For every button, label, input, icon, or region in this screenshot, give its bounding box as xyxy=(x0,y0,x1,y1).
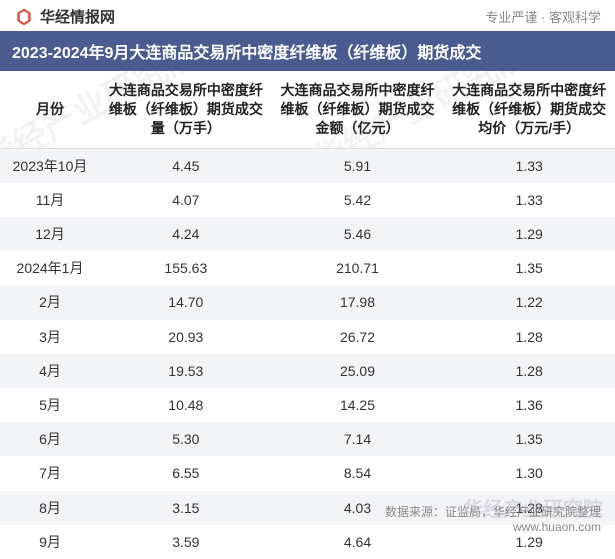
table-cell: 17.98 xyxy=(272,285,444,319)
table-cell: 5月 xyxy=(0,388,100,422)
table-cell: 1.36 xyxy=(443,388,615,422)
table-cell: 155.63 xyxy=(100,251,272,285)
table-cell: 8.54 xyxy=(272,456,444,490)
table-cell: 10.48 xyxy=(100,388,272,422)
table-cell: 3月 xyxy=(0,320,100,354)
site-url: www.huaon.com xyxy=(513,520,601,534)
table-cell: 1.28 xyxy=(443,354,615,388)
table-cell: 25.09 xyxy=(272,354,444,388)
table-cell: 19.53 xyxy=(100,354,272,388)
table-cell: 1.22 xyxy=(443,285,615,319)
table-row: 12月4.245.461.29 xyxy=(0,217,615,251)
table-cell: 5.30 xyxy=(100,422,272,456)
table-row: 2023年10月4.455.911.33 xyxy=(0,148,615,183)
column-header-month: 月份 xyxy=(0,71,100,148)
table-row: 7月6.558.541.30 xyxy=(0,456,615,490)
table-row: 11月4.075.421.33 xyxy=(0,183,615,217)
table-cell: 12月 xyxy=(0,217,100,251)
table-cell: 2024年1月 xyxy=(0,251,100,285)
data-table-container: 月份 大连商品交易所中密度纤维板（纤维板）期货成交量（万手） 大连商品交易所中密… xyxy=(0,71,615,559)
table-cell: 14.70 xyxy=(100,285,272,319)
header-left: 华经情报网 xyxy=(14,6,115,27)
table-cell: 4.07 xyxy=(100,183,272,217)
table-cell: 26.72 xyxy=(272,320,444,354)
table-cell: 4月 xyxy=(0,354,100,388)
header: 华经情报网 专业严谨 · 客观科学 xyxy=(0,0,615,31)
table-row: 5月10.4814.251.36 xyxy=(0,388,615,422)
table-cell: 1.29 xyxy=(443,217,615,251)
table-cell: 4.45 xyxy=(100,148,272,183)
table-cell: 9月 xyxy=(0,525,100,559)
footer-source: 数据来源：证监局，华经产业研究院整理 www.huaon.com xyxy=(385,503,601,534)
table-cell: 6.55 xyxy=(100,456,272,490)
table-cell: 14.25 xyxy=(272,388,444,422)
table-row: 2024年1月155.63210.711.35 xyxy=(0,251,615,285)
table-cell: 7月 xyxy=(0,456,100,490)
table-cell: 210.71 xyxy=(272,251,444,285)
table-cell: 6月 xyxy=(0,422,100,456)
table-cell: 5.42 xyxy=(272,183,444,217)
table-cell: 3.15 xyxy=(100,491,272,525)
table-cell: 1.35 xyxy=(443,422,615,456)
table-header-row: 月份 大连商品交易所中密度纤维板（纤维板）期货成交量（万手） 大连商品交易所中密… xyxy=(0,71,615,148)
data-table: 月份 大连商品交易所中密度纤维板（纤维板）期货成交量（万手） 大连商品交易所中密… xyxy=(0,71,615,559)
tagline: 专业严谨 · 客观科学 xyxy=(485,7,601,26)
table-cell: 3.59 xyxy=(100,525,272,559)
table-cell: 11月 xyxy=(0,183,100,217)
table-cell: 4.24 xyxy=(100,217,272,251)
table-cell: 8月 xyxy=(0,491,100,525)
logo-icon xyxy=(14,7,34,27)
table-cell: 2月 xyxy=(0,285,100,319)
table-cell: 1.33 xyxy=(443,148,615,183)
table-cell: 1.35 xyxy=(443,251,615,285)
source-text: 数据来源：证监局，华经产业研究院整理 xyxy=(385,505,601,519)
table-row: 4月19.5325.091.28 xyxy=(0,354,615,388)
table-cell: 5.46 xyxy=(272,217,444,251)
table-cell: 20.93 xyxy=(100,320,272,354)
table-row: 2月14.7017.981.22 xyxy=(0,285,615,319)
column-header-volume: 大连商品交易所中密度纤维板（纤维板）期货成交量（万手） xyxy=(100,71,272,148)
table-cell: 7.14 xyxy=(272,422,444,456)
table-cell: 5.91 xyxy=(272,148,444,183)
table-cell: 1.28 xyxy=(443,320,615,354)
column-header-amount: 大连商品交易所中密度纤维板（纤维板）期货成交金额（亿元） xyxy=(272,71,444,148)
site-name: 华经情报网 xyxy=(40,6,115,27)
table-cell: 2023年10月 xyxy=(0,148,100,183)
page-title: 2023-2024年9月大连商品交易所中密度纤维板（纤维板）期货成交 xyxy=(0,31,615,71)
table-cell: 1.30 xyxy=(443,456,615,490)
table-cell: 1.33 xyxy=(443,183,615,217)
table-row: 3月20.9326.721.28 xyxy=(0,320,615,354)
column-header-avgprice: 大连商品交易所中密度纤维板（纤维板）期货成交均价（万元/手） xyxy=(443,71,615,148)
table-row: 6月5.307.141.35 xyxy=(0,422,615,456)
